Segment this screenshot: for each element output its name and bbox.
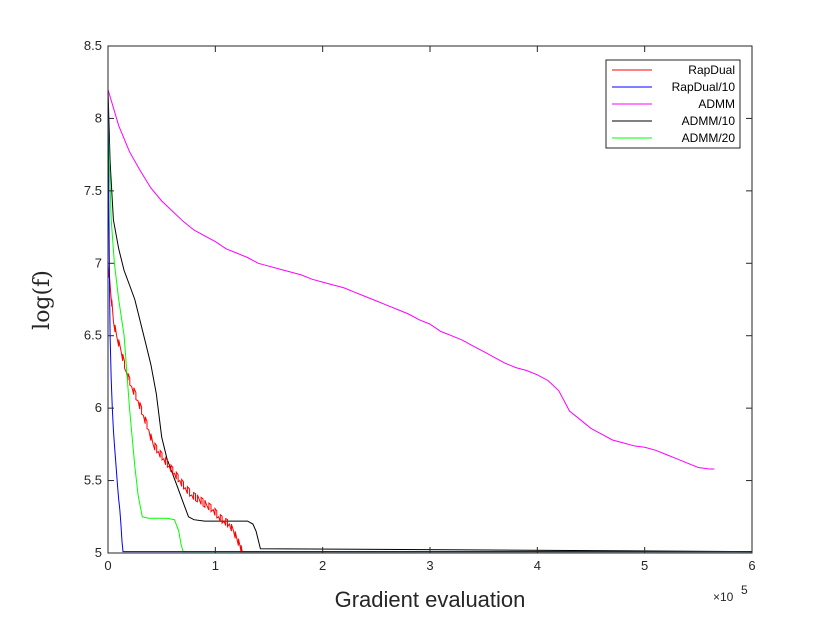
- legend-label: ADMM: [698, 97, 735, 111]
- y-tick-label: 6.5: [84, 328, 102, 343]
- series-layer: [107, 89, 753, 553]
- legend-label: RapDual/10: [672, 80, 736, 94]
- series-line-admm-20: [107, 118, 752, 553]
- y-tick-label: 5.5: [84, 473, 102, 488]
- x-multiplier-exponent: 5: [741, 583, 748, 597]
- series-line-admm: [107, 89, 715, 470]
- legend-items: RapDual RapDual/10 ADMM ADMM/10 ADMM/20: [612, 63, 735, 145]
- x-tick-label: 6: [748, 558, 755, 573]
- y-tick-label: 6: [95, 400, 102, 415]
- ticks-layer: [107, 45, 753, 554]
- x-tick-label: 5: [641, 558, 648, 573]
- y-tick-label: 7: [95, 255, 102, 270]
- y-tick-label: 5: [95, 545, 102, 560]
- x-tick-label: 0: [104, 558, 111, 573]
- tick-labels-layer: 0 1 2 3 4 5 6 5 5.5 6 6.5 7 7.5 8 8.5: [84, 38, 756, 573]
- legend-label: ADMM/20: [682, 131, 736, 145]
- legend: RapDual RapDual/10 ADMM ADMM/10 ADMM/20: [605, 59, 741, 149]
- legend-label: RapDual: [688, 63, 735, 77]
- y-tick-label: 7.5: [84, 183, 102, 198]
- y-tick-label: 8: [95, 110, 102, 125]
- x-multiplier: ×10 5: [713, 583, 748, 604]
- y-tick-label: 8.5: [84, 38, 102, 53]
- series-line-rapdual: [107, 263, 752, 553]
- x-tick-label: 2: [319, 558, 326, 573]
- x-multiplier-base: ×10: [713, 590, 734, 604]
- x-tick-label: 1: [212, 558, 219, 573]
- legend-label: ADMM/10: [682, 114, 736, 128]
- x-tick-label: 3: [426, 558, 433, 573]
- x-tick-label: 4: [534, 558, 541, 573]
- series-line-rapdual-10: [107, 89, 752, 553]
- x-axis-label: Gradient evaluation: [335, 587, 526, 612]
- y-axis-label: log(f): [30, 270, 55, 330]
